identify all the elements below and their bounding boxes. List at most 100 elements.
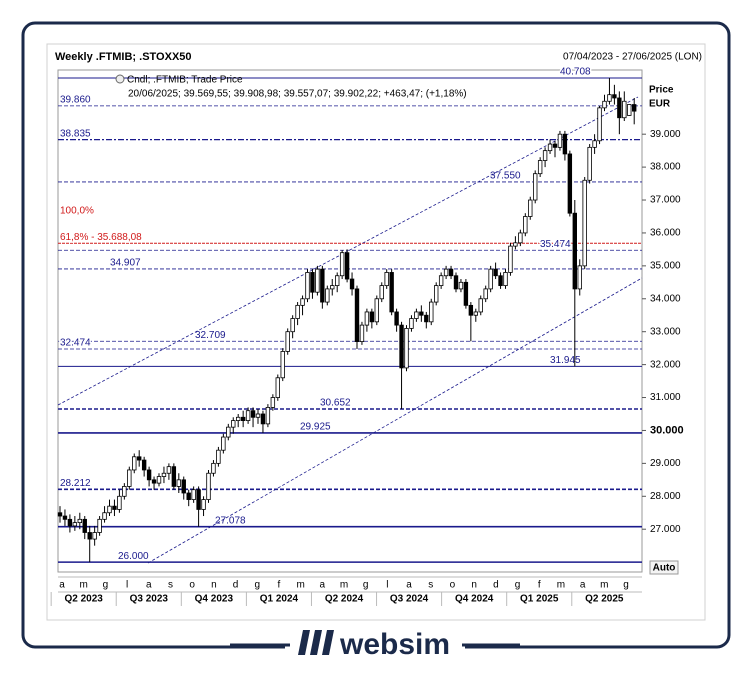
candle-body <box>127 469 132 487</box>
candle-body <box>107 505 112 514</box>
x-tick-label: s <box>428 580 433 591</box>
candle-body <box>557 133 563 148</box>
level-label: 31.945 <box>550 355 581 366</box>
x-tick-label: n <box>471 580 477 591</box>
candle-body <box>87 532 92 540</box>
candle-body <box>136 456 142 461</box>
candle-body <box>419 311 424 316</box>
candle-body <box>265 407 271 425</box>
candle-body <box>463 281 469 306</box>
level-label: 32.709 <box>195 330 226 341</box>
x-tick-label: g <box>103 580 109 591</box>
candle-body <box>67 518 73 527</box>
brand-logo <box>298 630 334 655</box>
x-tick-label: g <box>515 580 521 591</box>
x-tick-label: a <box>320 580 326 591</box>
level-label: 34.907 <box>110 258 141 269</box>
level-label: 27.078 <box>215 515 246 526</box>
candle-body <box>567 153 573 214</box>
candle-body <box>453 275 459 290</box>
candle-body <box>270 397 276 408</box>
candle-body <box>260 413 266 425</box>
candle-body <box>433 285 439 303</box>
candle-body <box>562 133 568 155</box>
x-tick-label: o <box>189 580 195 591</box>
level-label: 38.835 <box>60 128 91 139</box>
y-tick-label: 31.000 <box>650 392 681 403</box>
y-tick-label: 29.000 <box>650 458 681 469</box>
candle-body <box>171 466 177 487</box>
candle-body <box>72 522 78 527</box>
candle-body <box>518 232 523 244</box>
candle-body <box>92 532 97 540</box>
candle-body <box>597 107 602 142</box>
auto-button-label[interactable]: Auto <box>653 563 676 574</box>
level-label: 40.708 <box>560 67 591 78</box>
fib-100-label: 100,0% <box>60 206 94 217</box>
candle-body <box>592 140 597 148</box>
candle-body <box>132 456 137 471</box>
candle-body <box>57 512 63 517</box>
brand-name: websim <box>339 628 450 661</box>
candle-body <box>295 304 300 319</box>
candle-body <box>503 272 508 287</box>
candle-body <box>240 416 246 421</box>
candle-body <box>82 518 87 533</box>
candle-body <box>587 146 592 181</box>
candle-body <box>250 410 256 418</box>
candle-body <box>156 476 162 484</box>
channel-upper <box>57 96 639 406</box>
candle-body <box>552 143 558 148</box>
candle-body <box>622 100 627 119</box>
y-tick-label: 38.000 <box>650 162 681 173</box>
y-tick-label: 35.000 <box>650 261 681 272</box>
candle-body <box>112 505 117 510</box>
candle-body <box>612 94 617 99</box>
x-tick-label: m <box>340 580 348 591</box>
x-tick-label: a <box>406 580 412 591</box>
x-tick-label: g <box>254 580 260 591</box>
candle-body <box>122 486 127 497</box>
unit-label: EUR <box>649 99 671 110</box>
candle-body <box>176 479 181 487</box>
x-tick-label: s <box>168 580 173 591</box>
candle-body <box>374 298 379 323</box>
candle-body <box>582 179 587 267</box>
candle-body <box>117 495 122 510</box>
candle-body <box>513 242 518 247</box>
x-tick-label: a <box>59 580 65 591</box>
candle-body <box>290 318 295 333</box>
x-tick-label: g <box>623 580 629 591</box>
quarter-label: Q3 2023 <box>130 594 169 605</box>
x-tick-label: f <box>538 580 541 591</box>
candle-body <box>161 472 167 477</box>
last-bar-text: 20/06/2025; 39.569,55; 39.908,98; 39.557… <box>128 89 467 100</box>
quarter-label: Q2 2025 <box>585 594 624 605</box>
candle-body <box>221 436 226 451</box>
candle-body <box>349 278 355 290</box>
candle-body <box>478 298 483 313</box>
candle-body <box>429 301 434 323</box>
level-label: 37.550 <box>490 171 521 182</box>
candle-body <box>255 413 261 418</box>
quarter-label: Q1 2025 <box>520 594 559 605</box>
candle-body <box>151 479 157 484</box>
level-label: 61,8% - 35.688,08 <box>60 232 142 243</box>
candle-body <box>77 518 82 524</box>
x-tick-label: a <box>580 580 586 591</box>
level-label: 32.474 <box>60 338 91 349</box>
candle-body <box>201 499 206 510</box>
candle-body <box>389 272 394 313</box>
x-axis: a m g l a s o n d g f m a m g l a s o n d g f m a m g Q2 2023 Q3 202… <box>50 580 629 606</box>
candle-body <box>310 272 315 293</box>
candle-body <box>181 479 186 494</box>
candle-body <box>443 268 449 277</box>
candle-body <box>493 268 498 277</box>
quarter-label: Q2 2023 <box>65 594 104 605</box>
x-tick-label: d <box>233 580 239 591</box>
candle-body <box>508 245 513 273</box>
candle-body <box>166 466 172 474</box>
auto-button[interactable] <box>649 560 679 575</box>
